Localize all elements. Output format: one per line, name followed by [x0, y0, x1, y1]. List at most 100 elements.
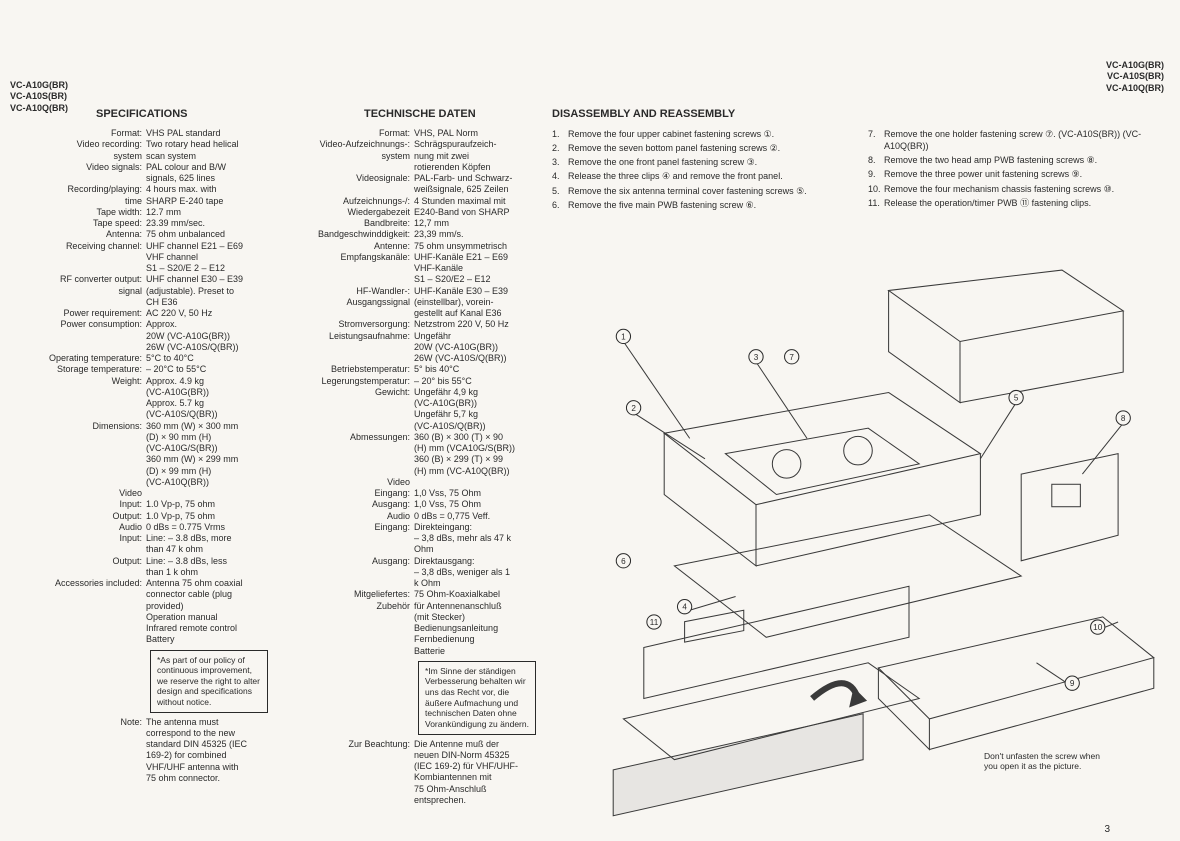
step-number: 10. — [868, 183, 884, 195]
spec-value: Netzstrom 220 V, 50 Hz — [414, 319, 544, 330]
step-number: 11. — [868, 197, 884, 209]
spec-value: VHS PAL standard — [146, 128, 276, 139]
specifications-list: Format:VHS PAL standardVideo recording:T… — [16, 128, 276, 646]
spec-row: Output:Line: – 3.8 dBs, less than 1 k oh… — [16, 556, 276, 579]
spec-row: Power requirement:AC 220 V, 50 Hz — [16, 308, 276, 319]
disassembly-step: 9.Remove the three power unit fastening … — [868, 168, 1164, 180]
spec-row: Weight:Approx. 4.9 kg (VC-A10G(BR)) Appr… — [16, 376, 276, 421]
service-manual-page: VC-A10G(BR) VC-A10S(BR) VC-A10Q(BR) VC-A… — [0, 0, 1180, 841]
spec-value: 4 Stunden maximal mit — [414, 196, 544, 207]
spec-value: UHF-Kanäle E30 – E39 — [414, 286, 544, 297]
spec-label: Antenne: — [284, 241, 414, 252]
spec-row: Recording/playing:4 hours max. with — [16, 184, 276, 195]
disassembly-step: 11.Release the operation/timer PWB ⑪ fas… — [868, 197, 1164, 209]
steps-left: 1.Remove the four upper cabinet fastenin… — [552, 128, 848, 213]
spec-row: RF converter output:UHF channel E30 – E3… — [16, 274, 276, 285]
spec-label: Abmessungen: — [284, 432, 414, 477]
spec-row: Gewicht:Ungefähr 4,9 kg (VC-A10G(BR)) Un… — [284, 387, 544, 432]
spec-label: Operating temperature: — [16, 353, 146, 364]
spec-label: Input: — [16, 533, 146, 556]
spec-label: Accessories included: — [16, 578, 146, 646]
spec-row: Tape speed:23.39 mm/sec. — [16, 218, 276, 229]
step-text: Remove the four upper cabinet fastening … — [568, 128, 848, 140]
model-list-left: VC-A10G(BR) VC-A10S(BR) VC-A10Q(BR) — [10, 80, 68, 114]
spec-label: Ausgang: — [284, 556, 414, 590]
exploded-diagram-svg: 1234567891011 — [552, 219, 1164, 831]
spec-value: für Antennenanschluß (mit Stecker) Bedie… — [414, 601, 544, 657]
spec-label: Bandbreite: — [284, 218, 414, 229]
disassembly-step: 2.Remove the seven bottom panel fastenin… — [552, 142, 848, 154]
spec-row: Storage temperature:– 20°C to 55°C — [16, 364, 276, 375]
spec-value: PAL colour and B/W signals, 625 lines — [146, 162, 276, 185]
spec-label: Weight: — [16, 376, 146, 421]
spec-row: Input:Line: – 3.8 dBs, more than 47 k oh… — [16, 533, 276, 556]
spec-note-row-de: Zur Beachtung: Die Antenne muß der neuen… — [284, 739, 544, 807]
spec-value: E240-Band von SHARP — [414, 207, 544, 218]
spec-row: Receiving channel:UHF channel E21 – E69 … — [16, 241, 276, 275]
step-number: 2. — [552, 142, 568, 154]
model: VC-A10Q(BR) — [10, 103, 68, 114]
callout-number: 11 — [650, 618, 659, 627]
spec-row: Antenna:75 ohm unbalanced — [16, 229, 276, 240]
disassembly-column: DISASSEMBLY AND REASSEMBLY 1.Remove the … — [552, 60, 1164, 831]
spec-value: AC 220 V, 50 Hz — [146, 308, 276, 319]
spec-label: Bandgeschwinddigkeit: — [284, 229, 414, 240]
disassembly-step: 6.Remove the five main PWB fastening scr… — [552, 199, 848, 211]
callout-number: 6 — [621, 557, 626, 566]
spec-value: 75 ohm unbalanced — [146, 229, 276, 240]
spec-value: PAL-Farb- und Schwarz- weißsignale, 625 … — [414, 173, 544, 196]
model: VC-A10G(BR) — [10, 80, 68, 91]
spec-row: Legerungstemperatur:– 20° bis 55°C — [284, 376, 544, 387]
spec-row: timeSHARP E-240 tape — [16, 196, 276, 207]
spec-value: 23,39 mm/s. — [414, 229, 544, 240]
spec-label: Ausgang: — [284, 499, 414, 510]
disassembly-step: 8.Remove the two head amp PWB fastening … — [868, 154, 1164, 166]
callout-number: 10 — [1093, 623, 1103, 632]
spec-row: Format:VHS, PAL Norm — [284, 128, 544, 139]
spec-value: Antenna 75 ohm coaxial connector cable (… — [146, 578, 276, 646]
spec-label: system — [284, 151, 414, 174]
model: VC-A10G(BR) — [1106, 60, 1164, 71]
spec-row: Video — [16, 488, 276, 499]
spec-row: Audio0 dBs = 0,775 Veff. — [284, 511, 544, 522]
step-text: Remove the three power unit fastening sc… — [884, 168, 1164, 180]
policy-note-de: *Im Sinne der ständigen Verbesserung beh… — [418, 661, 536, 735]
spec-value: The antenna must correspond to the new s… — [146, 717, 276, 785]
step-text: Remove the four mechanism chassis fasten… — [884, 183, 1164, 195]
spec-label: Wiedergabezeit — [284, 207, 414, 218]
disassembly-step: 3.Remove the one front panel fastening s… — [552, 156, 848, 168]
step-text: Release the three clips ④ and remove the… — [568, 170, 848, 182]
spec-label: Zur Beachtung: — [284, 739, 414, 807]
step-text: Remove the seven bottom panel fastening … — [568, 142, 848, 154]
spec-label: Format: — [284, 128, 414, 139]
step-text: Remove the two head amp PWB fastening sc… — [884, 154, 1164, 166]
spec-value: UHF channel E21 – E69 VHF channel S1 – S… — [146, 241, 276, 275]
spec-row: Aufzeichnungs-/:4 Stunden maximal mit — [284, 196, 544, 207]
spec-value: 1,0 Vss, 75 Ohm — [414, 488, 544, 499]
spec-row: Abmessungen:360 (B) × 300 (T) × 90 (H) m… — [284, 432, 544, 477]
spec-value: – 20°C to 55°C — [146, 364, 276, 375]
spec-row: Power consumption:Approx. 20W (VC-A10G(B… — [16, 319, 276, 353]
step-number: 6. — [552, 199, 568, 211]
spec-note-row: Note: The antenna must correspond to the… — [16, 717, 276, 785]
spec-row: Zubehörfür Antennenanschluß (mit Stecker… — [284, 601, 544, 657]
model: VC-A10Q(BR) — [1106, 83, 1164, 94]
technische-daten-column: TECHNISCHE DATEN Format:VHS, PAL NormVid… — [284, 60, 544, 831]
spec-label: Legerungstemperatur: — [284, 376, 414, 387]
disassembly-step: 10.Remove the four mechanism chassis fas… — [868, 183, 1164, 195]
spec-label: system — [16, 151, 146, 162]
spec-row: Leistungsaufnahme:Ungefähr 20W (VC-A10G(… — [284, 331, 544, 365]
spec-label: Dimensions: — [16, 421, 146, 489]
spec-row: Eingang:Direkteingang: – 3,8 dBs, mehr a… — [284, 522, 544, 556]
spec-row: Accessories included:Antenna 75 ohm coax… — [16, 578, 276, 646]
spec-row: Operating temperature:5°C to 40°C — [16, 353, 276, 364]
spec-value: UHF channel E30 – E39 — [146, 274, 276, 285]
spec-label: Storage temperature: — [16, 364, 146, 375]
model-list-right: VC-A10G(BR) VC-A10S(BR) VC-A10Q(BR) — [1106, 60, 1164, 94]
spec-label: Audio — [284, 511, 414, 522]
spec-label: Video — [16, 488, 146, 499]
spec-row: systemnung mit zwei rotierenden Köpfen — [284, 151, 544, 174]
spec-label: HF-Wandler-: — [284, 286, 414, 297]
spec-label: Recording/playing: — [16, 184, 146, 195]
spec-value: 5°C to 40°C — [146, 353, 276, 364]
